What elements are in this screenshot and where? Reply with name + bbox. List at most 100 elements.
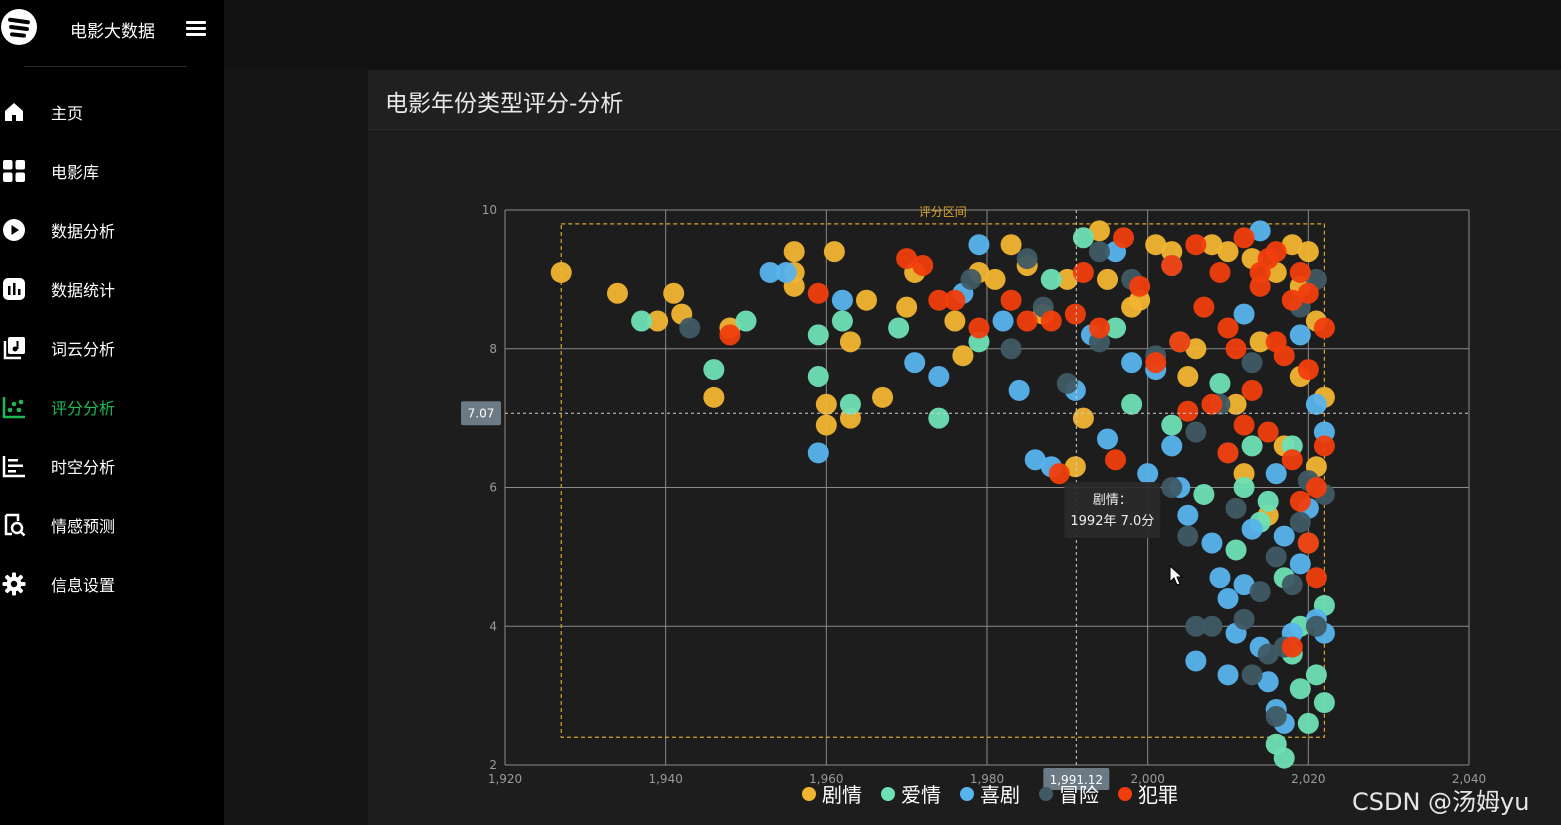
data-point[interactable] xyxy=(719,324,741,346)
data-point[interactable] xyxy=(831,289,853,311)
data-point[interactable] xyxy=(1105,449,1127,471)
data-point[interactable] xyxy=(1281,574,1303,596)
data-point[interactable] xyxy=(1265,546,1287,568)
data-point[interactable] xyxy=(952,345,974,367)
menu-toggle-icon[interactable] xyxy=(186,20,206,36)
data-point[interactable] xyxy=(1273,525,1295,547)
data-point[interactable] xyxy=(1064,456,1086,478)
data-point[interactable] xyxy=(679,317,701,339)
data-point[interactable] xyxy=(1249,331,1271,353)
data-point[interactable] xyxy=(1313,692,1335,714)
legend-item-3[interactable]: 冒险 xyxy=(1039,783,1099,807)
data-point[interactable] xyxy=(1233,303,1255,325)
data-point[interactable] xyxy=(1313,317,1335,339)
data-point[interactable] xyxy=(1233,477,1255,498)
data-point[interactable] xyxy=(1297,532,1319,554)
data-point[interactable] xyxy=(1185,234,1207,256)
data-point[interactable] xyxy=(1289,261,1311,283)
data-point[interactable] xyxy=(1088,317,1110,339)
data-point[interactable] xyxy=(1289,511,1311,533)
data-point[interactable] xyxy=(1121,393,1143,415)
data-point[interactable] xyxy=(647,310,669,332)
data-point[interactable] xyxy=(1000,289,1022,311)
data-point[interactable] xyxy=(1064,303,1086,325)
data-point[interactable] xyxy=(1161,435,1183,457)
data-point[interactable] xyxy=(896,248,918,270)
data-point[interactable] xyxy=(1201,615,1223,637)
data-point[interactable] xyxy=(1177,366,1199,387)
data-point[interactable] xyxy=(1241,379,1263,401)
data-point[interactable] xyxy=(1040,310,1062,332)
sidebar-item-spacetime[interactable]: 时空分析 xyxy=(0,436,224,495)
data-point[interactable] xyxy=(960,268,982,290)
data-point[interactable] xyxy=(1233,227,1255,249)
data-point[interactable] xyxy=(1201,393,1223,415)
data-point[interactable] xyxy=(1185,421,1207,443)
data-point[interactable] xyxy=(1233,608,1255,630)
data-point[interactable] xyxy=(1161,414,1183,436)
data-point[interactable] xyxy=(550,261,572,283)
sidebar-item-sentiment[interactable]: 情感预测 xyxy=(0,495,224,554)
data-point[interactable] xyxy=(1137,463,1159,485)
data-point[interactable] xyxy=(815,414,837,436)
data-point[interactable] xyxy=(1113,227,1135,249)
data-point[interactable] xyxy=(928,407,950,429)
data-point[interactable] xyxy=(1072,261,1094,283)
data-point[interactable] xyxy=(1225,338,1247,360)
data-point[interactable] xyxy=(1217,317,1239,339)
data-point[interactable] xyxy=(1008,379,1030,401)
data-point[interactable] xyxy=(631,310,653,332)
data-point[interactable] xyxy=(703,386,725,408)
data-point[interactable] xyxy=(703,359,725,381)
data-point[interactable] xyxy=(1225,393,1247,415)
data-point[interactable] xyxy=(1305,615,1327,637)
data-point[interactable] xyxy=(1217,241,1239,263)
data-point[interactable] xyxy=(1297,359,1319,381)
data-point[interactable] xyxy=(1209,372,1231,394)
data-point[interactable] xyxy=(1201,532,1223,554)
data-point[interactable] xyxy=(1289,553,1311,575)
data-point[interactable] xyxy=(1305,567,1327,589)
data-point[interactable] xyxy=(1273,747,1295,769)
legend-item-4[interactable]: 犯罪 xyxy=(1118,783,1178,807)
data-point[interactable] xyxy=(1281,289,1303,311)
data-point[interactable] xyxy=(928,289,950,311)
chart-legend[interactable]: 剧情 爱情 喜剧 冒险 犯罪 xyxy=(802,783,1178,807)
data-point[interactable] xyxy=(807,324,829,346)
data-point[interactable] xyxy=(1024,449,1046,471)
data-point[interactable] xyxy=(1289,490,1311,512)
data-point[interactable] xyxy=(775,261,797,283)
data-point[interactable] xyxy=(1088,241,1110,263)
data-point[interactable] xyxy=(1185,650,1207,672)
data-point[interactable] xyxy=(839,331,861,353)
data-point[interactable] xyxy=(1297,282,1319,304)
data-point[interactable] xyxy=(1257,643,1279,665)
data-point[interactable] xyxy=(735,310,757,332)
sidebar-item-movies[interactable]: 电影库 xyxy=(0,141,224,200)
data-point[interactable] xyxy=(1265,331,1287,353)
data-point[interactable] xyxy=(1217,442,1239,464)
data-point[interactable] xyxy=(1161,477,1183,498)
data-point[interactable] xyxy=(1217,588,1239,609)
data-point[interactable] xyxy=(992,310,1014,332)
data-point[interactable] xyxy=(1217,664,1239,686)
sidebar-item-rating-analysis[interactable]: 评分分析 xyxy=(0,377,224,436)
data-point[interactable] xyxy=(944,310,966,332)
data-point[interactable] xyxy=(1265,705,1287,727)
data-point[interactable] xyxy=(1313,435,1335,457)
data-point[interactable] xyxy=(1225,539,1247,561)
data-point[interactable] xyxy=(1265,463,1287,485)
data-point[interactable] xyxy=(1000,338,1022,360)
data-point[interactable] xyxy=(807,442,829,464)
data-point[interactable] xyxy=(1297,712,1319,734)
data-point[interactable] xyxy=(1241,352,1263,374)
data-point[interactable] xyxy=(1056,372,1078,394)
data-point[interactable] xyxy=(1177,525,1199,547)
legend-item-2[interactable]: 喜剧 xyxy=(960,783,1020,807)
data-point[interactable] xyxy=(968,317,990,339)
data-point[interactable] xyxy=(1129,275,1151,297)
data-point[interactable] xyxy=(1121,352,1143,374)
data-point[interactable] xyxy=(1048,463,1070,485)
scatter-chart[interactable]: 评分区间 1,920 1,940 1,960 1,980 2,000 2,020 2,040… xyxy=(368,130,1561,825)
data-point[interactable] xyxy=(1281,636,1303,658)
